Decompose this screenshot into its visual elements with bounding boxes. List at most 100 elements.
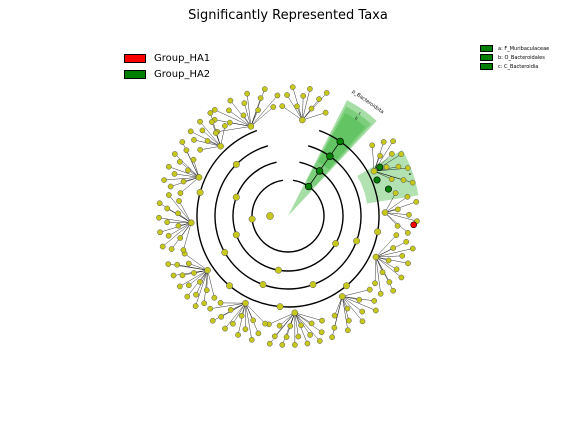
branch-line (168, 194, 192, 223)
leaf-node (400, 177, 407, 183)
leaf-node (207, 305, 214, 312)
internal-node (221, 249, 229, 256)
leaf-node (394, 223, 401, 229)
clade-label-c: c: C_Bacteroidia (498, 63, 539, 70)
branch-line (294, 312, 299, 337)
branch-line (250, 106, 274, 127)
internal-node (276, 303, 284, 311)
branch-node (217, 142, 224, 150)
leaf-node (207, 110, 214, 116)
group-legend: Group_HA1 Group_HA2 (124, 50, 210, 82)
leaf-node (193, 291, 199, 298)
leaf-node (372, 280, 378, 287)
branch-line (174, 153, 200, 178)
branch-line (342, 296, 363, 312)
leaf-node (164, 205, 171, 212)
clade-legend-entry-c: c: C_Bacteroidia (480, 62, 549, 71)
leaf-node (331, 324, 338, 331)
enriched-node-ha2 (376, 163, 384, 171)
leaf-node (403, 238, 410, 245)
leaf-node (266, 340, 273, 347)
branch-line (167, 221, 192, 223)
branch-line (168, 222, 192, 236)
branch-line (384, 212, 408, 233)
leaf-node (393, 266, 400, 273)
internal-node (259, 281, 267, 289)
enriched-node-ha2 (384, 185, 392, 193)
internal-node (274, 266, 282, 274)
leaf-node (292, 341, 298, 348)
branch-line (164, 177, 200, 181)
leaf-node (165, 192, 172, 198)
branch-line (375, 256, 402, 278)
branch-node (195, 174, 203, 181)
leaf-node (244, 90, 250, 97)
branch-line (245, 303, 252, 340)
internal-node (332, 240, 340, 247)
leaf-node (276, 322, 283, 329)
leaf-node (227, 307, 234, 313)
leaf-node (319, 317, 325, 324)
branch-line (162, 222, 192, 247)
sector-label: c (358, 111, 363, 116)
leaf-node (390, 245, 397, 251)
internal-node (343, 282, 350, 290)
figure-title: Significantly Represented Taxa (188, 8, 388, 23)
leaf-node (322, 109, 329, 116)
branch-line (207, 270, 215, 298)
leaf-node (179, 272, 186, 279)
leaf-node (399, 253, 406, 259)
branch-line (342, 289, 370, 297)
branch-line (168, 166, 200, 178)
leaf-node (393, 232, 400, 238)
rank-ring (196, 129, 380, 308)
branch-line (302, 95, 304, 121)
branch-line (282, 105, 303, 121)
leaf-node (318, 329, 325, 336)
branch-line (375, 255, 403, 258)
leaf-node (404, 165, 411, 171)
internal-node (353, 237, 361, 245)
leaf-node (406, 211, 412, 218)
branch-line (375, 247, 394, 258)
leaf-node (184, 293, 191, 300)
leaf-node (203, 287, 210, 294)
leaf-node (180, 247, 187, 253)
leaf-node (380, 139, 387, 145)
leaf-node (359, 318, 366, 325)
leaf-node (371, 298, 378, 304)
leaf-node (255, 330, 262, 337)
clade-label-b: b: O_Bacteroidales (498, 54, 545, 61)
leaf-node (204, 138, 211, 144)
leaf-node (369, 142, 376, 149)
internal-node (232, 231, 240, 239)
leaf-node (170, 272, 177, 279)
branch-line (199, 121, 221, 147)
leaf-node (270, 104, 277, 110)
rank-rings (196, 129, 380, 308)
internal-node (374, 228, 382, 236)
leaf-node (409, 179, 416, 186)
leaf-node (174, 261, 181, 268)
clade-legend-entry-a: a: F_Muribaculaceae (480, 44, 549, 53)
leaf-node (390, 287, 397, 294)
branch-line (268, 312, 295, 325)
branch-line (195, 270, 208, 307)
branch-line (188, 270, 208, 286)
leaf-node (185, 260, 192, 267)
leaf-node (279, 103, 286, 110)
branch-line (342, 296, 349, 331)
leaf-node (185, 282, 192, 289)
leaf-node (398, 274, 405, 281)
branch-line (384, 193, 396, 213)
leaf-node (398, 151, 405, 158)
leaf-node (359, 308, 366, 315)
enriched-node-ha1 (410, 221, 417, 229)
leaf-node (386, 279, 393, 285)
leaf-node (164, 219, 171, 226)
branch-node (247, 123, 255, 130)
branch-line (375, 256, 409, 264)
branch-node (291, 309, 299, 317)
